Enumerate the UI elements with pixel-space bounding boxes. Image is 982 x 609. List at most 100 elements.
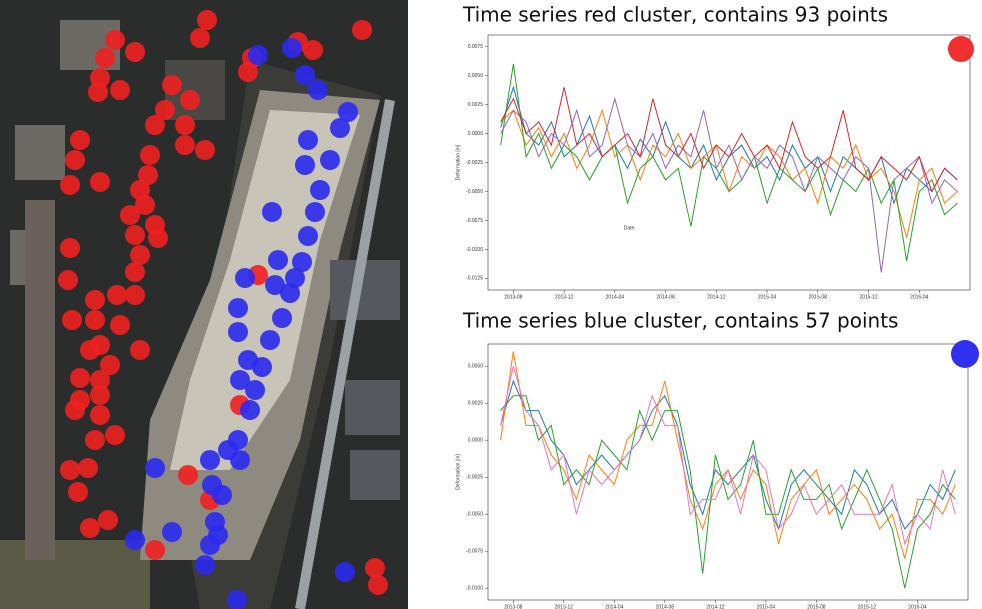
point-marker: [248, 45, 268, 65]
point-marker: [245, 380, 265, 400]
point-marker: [310, 180, 330, 200]
point-marker: [107, 285, 127, 305]
point-marker: [262, 202, 282, 222]
x-tick-label: 2015-12: [858, 604, 877, 609]
chart: Time series blue cluster, contains 57 po…: [455, 309, 968, 609]
series-line: [501, 64, 958, 261]
point-marker: [148, 228, 168, 248]
point-marker: [125, 530, 145, 550]
x-tick-label: 2016-04: [910, 294, 929, 300]
point-marker: [110, 80, 130, 100]
point-marker: [298, 130, 318, 150]
x-tick-label: 2015-08: [809, 294, 828, 300]
point-marker: [195, 140, 215, 160]
point-marker: [195, 555, 215, 575]
point-marker: [145, 540, 165, 560]
point-marker: [252, 357, 272, 377]
point-marker: [240, 400, 260, 420]
point-marker: [95, 48, 115, 68]
y-tick-label: -0.0100: [466, 247, 483, 253]
y-tick-label: -0.0075: [466, 548, 483, 554]
x-tick-label: 2015-04: [757, 604, 776, 609]
point-marker: [78, 458, 98, 478]
point-marker: [365, 558, 385, 578]
point-marker: [180, 90, 200, 110]
point-marker: [98, 510, 118, 530]
point-marker: [65, 150, 85, 170]
point-marker: [140, 145, 160, 165]
chart-title: Time series red cluster, contains 93 poi…: [462, 3, 888, 27]
point-marker: [175, 115, 195, 135]
point-marker: [190, 28, 210, 48]
point-marker: [320, 150, 340, 170]
x-tick-label: 2014-08: [656, 294, 675, 300]
chart: Time series red cluster, contains 93 poi…: [455, 3, 970, 301]
point-marker: [70, 368, 90, 388]
series-line: [501, 381, 956, 529]
point-marker: [228, 322, 248, 342]
point-marker: [145, 458, 165, 478]
point-marker: [110, 315, 130, 335]
x-tick-label: 2014-04: [605, 604, 624, 609]
point-marker: [60, 460, 80, 480]
point-marker: [330, 118, 350, 138]
plot-frame: [488, 35, 970, 290]
point-marker: [295, 155, 315, 175]
series-line: [501, 351, 956, 558]
point-marker: [130, 340, 150, 360]
y-tick-label: 0.0050: [468, 73, 484, 79]
y-tick-label: -0.0050: [466, 189, 483, 195]
point-marker: [125, 285, 145, 305]
page: Time series red cluster, contains 93 poi…: [0, 0, 982, 609]
y-tick-label: -0.0100: [466, 585, 483, 591]
point-marker: [105, 30, 125, 50]
point-marker: [335, 562, 355, 582]
point-marker: [282, 38, 302, 58]
point-marker: [230, 450, 250, 470]
x-tick-label: 2014-12: [706, 604, 725, 609]
y-tick-label: -0.0025: [466, 475, 483, 481]
y-tick-label: -0.0050: [466, 512, 483, 518]
point-marker: [80, 340, 100, 360]
y-tick-label: 0.0075: [468, 44, 484, 50]
x-tick-label: 2014-08: [656, 604, 675, 609]
point-marker: [90, 385, 110, 405]
x-tick-label: 2015-08: [807, 604, 826, 609]
x-tick-label: 2015-12: [859, 294, 878, 300]
aerial-image: [0, 0, 408, 609]
point-marker: [125, 42, 145, 62]
series-line: [501, 396, 956, 588]
plot-frame: [488, 344, 968, 600]
point-marker: [200, 450, 220, 470]
cluster-marker: [948, 36, 974, 62]
point-marker: [352, 20, 372, 40]
x-tick-label: 2016-04: [908, 604, 927, 609]
point-marker: [62, 310, 82, 330]
chart-title: Time series blue cluster, contains 57 po…: [462, 309, 898, 333]
point-marker: [85, 290, 105, 310]
figure: Time series red cluster, contains 93 poi…: [0, 0, 982, 609]
point-marker: [228, 298, 248, 318]
x-tick-label: 2013-12: [555, 294, 574, 300]
point-marker: [298, 226, 318, 246]
y-tick-label: -0.0125: [466, 276, 483, 282]
y-tick-label: 0.0025: [468, 401, 484, 407]
x-tick-label: 2013-08: [504, 294, 523, 300]
point-marker: [368, 575, 388, 595]
point-marker: [85, 310, 105, 330]
point-marker: [68, 482, 88, 502]
point-marker: [268, 250, 288, 270]
y-tick-label: 0.0000: [468, 438, 484, 444]
x-tick-label: 2013-12: [555, 604, 574, 609]
point-marker: [90, 405, 110, 425]
point-marker: [200, 535, 220, 555]
point-marker: [305, 202, 325, 222]
point-marker: [303, 40, 323, 60]
x-tick-label: 2015-04: [758, 294, 777, 300]
point-marker: [80, 518, 100, 538]
point-marker: [65, 400, 85, 420]
point-marker: [125, 225, 145, 245]
point-marker: [260, 330, 280, 350]
point-marker: [197, 10, 217, 30]
point-marker: [85, 430, 105, 450]
